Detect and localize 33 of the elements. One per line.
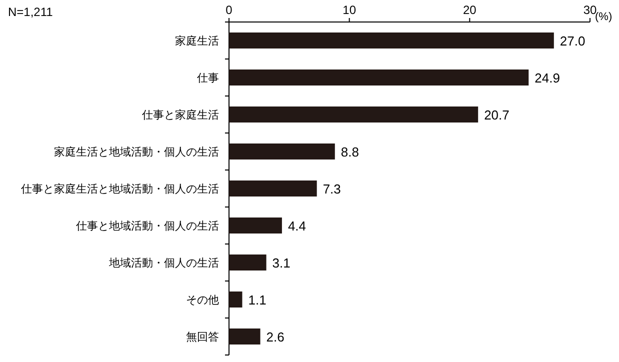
bar [229,70,529,86]
y-tick-label: 仕事と家庭生活と地域活動・個人の生活 [21,182,219,196]
data-label: 24.9 [534,70,560,86]
data-label: 27.0 [560,34,586,48]
y-tick-label: 無回答 [186,332,219,344]
y-tick-label: 地域活動・個人の生活 [108,256,219,270]
x-tick-label: 0 [226,3,233,17]
bar [229,254,266,270]
x-tick-label: 20 [462,3,477,17]
data-label: 20.7 [484,108,510,122]
y-tick-label: 家庭生活 [175,34,219,48]
y-tick-label: 仕事と地域活動・個人の生活 [76,220,219,232]
bar [229,328,260,344]
data-label: 7.3 [322,182,341,196]
bar [229,218,282,234]
y-tick-label: 仕事 [197,72,219,84]
data-label: 2.6 [266,330,284,344]
data-label: 1.1 [248,292,266,308]
data-label: 4.4 [288,218,306,234]
bar [229,292,242,308]
bar [229,106,478,122]
data-label: 8.8 [340,144,359,160]
bar [229,32,554,48]
y-tick-label: その他 [186,294,219,306]
text: N=1,211 [8,5,54,19]
x-tick-label: 30 [583,3,597,17]
x-tick-label: 10 [342,3,356,17]
data-label: 3.1 [272,256,290,270]
y-tick-label: 仕事と家庭生活 [142,108,219,122]
x-axis-title: (%) [595,11,612,23]
bar [229,144,335,160]
y-tick-label: 家庭生活と地域活動・個人の生活 [54,146,219,158]
bar [229,180,317,196]
